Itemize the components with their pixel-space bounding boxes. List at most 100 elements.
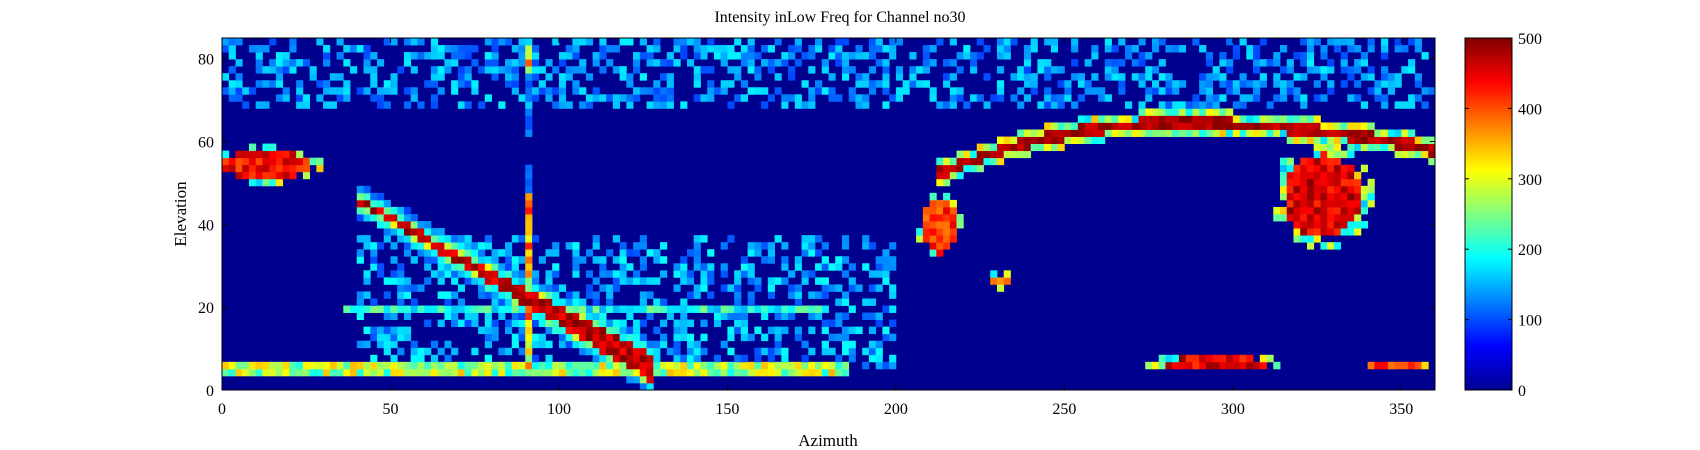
heatmap-cell: [713, 87, 722, 95]
heatmap-cell: [255, 171, 263, 180]
heatmap-cell: [808, 305, 816, 313]
heatmap-cell: [525, 87, 533, 95]
heatmap-cell: [848, 326, 856, 335]
heatmap-cell: [633, 59, 641, 67]
heatmap-cell: [929, 249, 937, 257]
heatmap-cell: [1259, 361, 1267, 370]
heatmap-cell: [949, 171, 957, 180]
heatmap-cell: [336, 52, 344, 60]
heatmap-cell: [673, 270, 681, 278]
heatmap-cell: [430, 38, 439, 46]
heatmap-cell: [1212, 122, 1220, 130]
heatmap-cell: [626, 312, 634, 320]
heatmap-cell: [1327, 192, 1335, 201]
heatmap-cell: [592, 368, 600, 377]
heatmap-cell: [666, 312, 674, 320]
heatmap-cell: [1138, 129, 1146, 137]
heatmap-cell: [1158, 129, 1166, 137]
heatmap-cell: [1118, 73, 1126, 81]
heatmap-cell: [633, 319, 641, 328]
heatmap-cell: [444, 235, 452, 243]
heatmap-cell: [592, 347, 600, 356]
heatmap-cell: [248, 150, 257, 159]
heatmap-cell: [457, 270, 465, 278]
heatmap-cell: [801, 277, 809, 285]
heatmap-cell: [498, 298, 506, 306]
heatmap-cell: [801, 368, 809, 377]
heatmap-cell: [774, 333, 782, 342]
heatmap-cell: [511, 291, 519, 299]
heatmap-cell: [808, 45, 816, 53]
heatmap-cell: [990, 270, 998, 278]
heatmap-cell: [633, 305, 641, 313]
heatmap-cell: [835, 263, 843, 271]
heatmap-cell: [1259, 354, 1267, 363]
heatmap-cell: [323, 361, 331, 370]
heatmap-cell: [505, 270, 513, 278]
heatmap-cell: [282, 157, 290, 166]
heatmap-cell: [646, 277, 654, 285]
heatmap-cell: [410, 66, 418, 74]
heatmap-cell: [451, 263, 459, 271]
heatmap-cell: [828, 319, 836, 328]
heatmap-cell: [754, 368, 762, 377]
heatmap-cell: [747, 361, 755, 370]
heatmap-cell: [970, 59, 978, 67]
heatmap-cell: [606, 347, 614, 356]
heatmap-cell: [491, 59, 499, 67]
heatmap-cell: [1125, 101, 1133, 109]
heatmap-cell: [471, 361, 479, 370]
heatmap-cell: [531, 73, 540, 81]
heatmap-cell: [302, 361, 311, 370]
heatmap-cell: [1185, 354, 1193, 363]
heatmap-cell: [1118, 129, 1126, 137]
heatmap-cell: [498, 361, 506, 370]
heatmap-cell: [693, 94, 701, 102]
heatmap-cell: [505, 368, 513, 377]
heatmap-cell: [1333, 143, 1342, 152]
heatmap-cell: [1280, 66, 1288, 74]
heatmap-cell: [882, 66, 890, 74]
heatmap-cell: [558, 94, 567, 102]
heatmap-cell: [316, 368, 324, 377]
heatmap-cell: [767, 326, 775, 335]
heatmap-cell: [511, 284, 519, 292]
heatmap-cell: [1306, 157, 1315, 166]
heatmap-cell: [1354, 228, 1362, 236]
heatmap-cell: [707, 249, 715, 257]
heatmap-cell: [619, 305, 627, 313]
heatmap-cell: [579, 101, 587, 109]
heatmap-cell: [761, 347, 769, 356]
heatmap-cell: [734, 319, 742, 328]
heatmap-cell: [1286, 185, 1294, 194]
heatmap-cell: [1158, 122, 1166, 130]
heatmap-cell: [781, 347, 789, 356]
heatmap-cell: [242, 368, 250, 377]
x-tick-label: 100: [547, 401, 571, 418]
heatmap-cell: [1414, 136, 1422, 144]
heatmap-cell: [1286, 171, 1294, 180]
heatmap-cell: [1306, 59, 1315, 67]
heatmap-cell: [1327, 221, 1335, 229]
heatmap-cell: [1232, 361, 1240, 370]
heatmap-cell: [390, 326, 398, 335]
heatmap-cell: [592, 340, 600, 349]
heatmap-cell: [1381, 143, 1389, 152]
heatmap-cell: [1300, 199, 1308, 208]
heatmap-cell: [552, 312, 560, 320]
heatmap-cell: [1428, 157, 1436, 166]
heatmap-cell: [936, 214, 944, 222]
heatmap-cell: [1178, 80, 1187, 88]
heatmap-cell: [255, 361, 263, 370]
heatmap-cell: [929, 242, 937, 250]
heatmap-cell: [518, 94, 526, 102]
heatmap-cell: [1125, 52, 1133, 60]
heatmap-cell: [734, 326, 742, 335]
heatmap-cell: [228, 66, 236, 74]
heatmap-cell: [1347, 206, 1355, 215]
heatmap-cell: [1138, 80, 1146, 88]
heatmap-cell: [673, 45, 681, 53]
heatmap-cell: [457, 284, 465, 292]
heatmap-cell: [875, 45, 883, 53]
